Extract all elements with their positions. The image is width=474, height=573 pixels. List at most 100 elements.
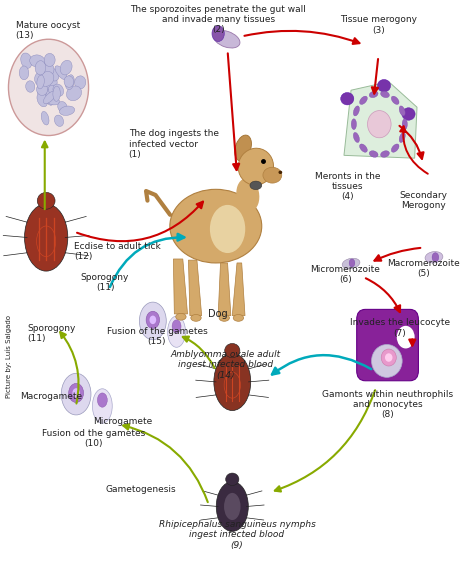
Ellipse shape: [35, 61, 46, 75]
Ellipse shape: [46, 89, 55, 105]
Ellipse shape: [37, 75, 44, 89]
Ellipse shape: [48, 85, 57, 95]
Ellipse shape: [53, 84, 64, 96]
Ellipse shape: [26, 81, 35, 92]
Ellipse shape: [65, 74, 74, 90]
Ellipse shape: [399, 106, 405, 116]
Ellipse shape: [58, 101, 67, 112]
Ellipse shape: [39, 84, 46, 103]
Ellipse shape: [146, 311, 160, 328]
Ellipse shape: [381, 151, 389, 157]
Ellipse shape: [44, 91, 56, 104]
Ellipse shape: [97, 393, 107, 407]
Ellipse shape: [360, 96, 367, 104]
Ellipse shape: [385, 354, 392, 362]
Text: Microgamete: Microgamete: [93, 417, 153, 426]
Ellipse shape: [191, 315, 201, 321]
Text: Micromerozoite
(6): Micromerozoite (6): [310, 265, 380, 284]
Ellipse shape: [349, 259, 355, 267]
Ellipse shape: [176, 313, 186, 320]
Text: Tissue merogony
(3): Tissue merogony (3): [340, 15, 417, 35]
Ellipse shape: [53, 86, 60, 101]
Ellipse shape: [37, 92, 48, 107]
Ellipse shape: [351, 119, 356, 129]
Ellipse shape: [44, 53, 55, 66]
Ellipse shape: [37, 88, 49, 97]
Text: Sporogony
(11): Sporogony (11): [27, 324, 76, 343]
Ellipse shape: [39, 72, 54, 87]
Ellipse shape: [381, 91, 389, 97]
Ellipse shape: [59, 106, 75, 115]
Text: Fusion of the gametes
(15): Fusion of the gametes (15): [107, 327, 207, 346]
Ellipse shape: [47, 68, 59, 81]
Ellipse shape: [342, 258, 360, 269]
Ellipse shape: [168, 316, 185, 347]
Ellipse shape: [238, 148, 273, 185]
Text: Fusion od the gametes
(10): Fusion od the gametes (10): [42, 429, 145, 448]
Ellipse shape: [60, 60, 72, 75]
Ellipse shape: [381, 349, 396, 366]
Ellipse shape: [25, 204, 68, 271]
Ellipse shape: [35, 72, 46, 86]
Polygon shape: [189, 260, 201, 316]
Ellipse shape: [235, 135, 252, 161]
Text: Invades the leucocyte
(7): Invades the leucocyte (7): [349, 319, 450, 337]
Ellipse shape: [278, 171, 282, 174]
Text: Gametogenesis: Gametogenesis: [105, 485, 176, 494]
Text: Macromerozoite
(5): Macromerozoite (5): [387, 259, 459, 278]
Ellipse shape: [214, 353, 251, 410]
Ellipse shape: [225, 343, 240, 358]
Text: Macrogamete: Macrogamete: [20, 391, 82, 401]
Ellipse shape: [250, 181, 262, 190]
Text: Rhipicephalus sanguineus nymphs
ingest infected blood
(9): Rhipicephalus sanguineus nymphs ingest i…: [159, 520, 315, 550]
Polygon shape: [344, 82, 417, 158]
Ellipse shape: [149, 316, 156, 324]
Ellipse shape: [224, 493, 240, 520]
Ellipse shape: [377, 80, 391, 92]
Text: Amblyomma ovale adult
ingest infected blood
(14): Amblyomma ovale adult ingest infected bl…: [170, 350, 280, 380]
Ellipse shape: [216, 481, 248, 531]
Text: The dog ingests the
infected vector
(1): The dog ingests the infected vector (1): [128, 129, 219, 159]
Ellipse shape: [233, 315, 244, 321]
Ellipse shape: [219, 315, 229, 321]
Ellipse shape: [170, 189, 262, 263]
Ellipse shape: [425, 252, 443, 263]
Text: Secondary
Merogony: Secondary Merogony: [399, 191, 447, 210]
Ellipse shape: [341, 92, 354, 105]
Ellipse shape: [45, 76, 57, 91]
Ellipse shape: [66, 86, 82, 101]
Ellipse shape: [55, 66, 67, 80]
Text: The sporozoites penetrate the gut wall
and invade many tissues
(2): The sporozoites penetrate the gut wall a…: [130, 5, 306, 34]
Ellipse shape: [263, 167, 282, 183]
Ellipse shape: [237, 178, 259, 212]
Text: Sporogony
(11): Sporogony (11): [81, 273, 129, 292]
Ellipse shape: [367, 111, 391, 138]
Ellipse shape: [392, 96, 399, 104]
Ellipse shape: [139, 302, 166, 340]
Text: Dog: Dog: [209, 309, 228, 319]
Text: Meronts in the
tissues
(4): Meronts in the tissues (4): [315, 171, 381, 201]
Ellipse shape: [21, 53, 32, 68]
Ellipse shape: [360, 144, 367, 152]
Ellipse shape: [402, 119, 407, 129]
Ellipse shape: [399, 132, 405, 143]
Ellipse shape: [210, 205, 245, 253]
Text: Picture by: Luís Salgado: Picture by: Luís Salgado: [5, 315, 12, 398]
Ellipse shape: [353, 106, 359, 116]
Ellipse shape: [402, 108, 415, 120]
Ellipse shape: [43, 63, 54, 76]
Ellipse shape: [64, 76, 74, 87]
Ellipse shape: [73, 388, 80, 398]
Text: Mature oocyst
(13): Mature oocyst (13): [16, 21, 80, 41]
Ellipse shape: [36, 84, 48, 96]
Ellipse shape: [432, 253, 438, 262]
Ellipse shape: [55, 115, 64, 127]
Ellipse shape: [69, 383, 83, 402]
Polygon shape: [232, 263, 245, 316]
Ellipse shape: [353, 132, 359, 143]
Ellipse shape: [213, 30, 240, 48]
Text: Ecdise to adult tick
(12): Ecdise to adult tick (12): [74, 242, 161, 261]
Ellipse shape: [41, 111, 49, 125]
Ellipse shape: [74, 76, 86, 89]
Ellipse shape: [46, 96, 60, 105]
